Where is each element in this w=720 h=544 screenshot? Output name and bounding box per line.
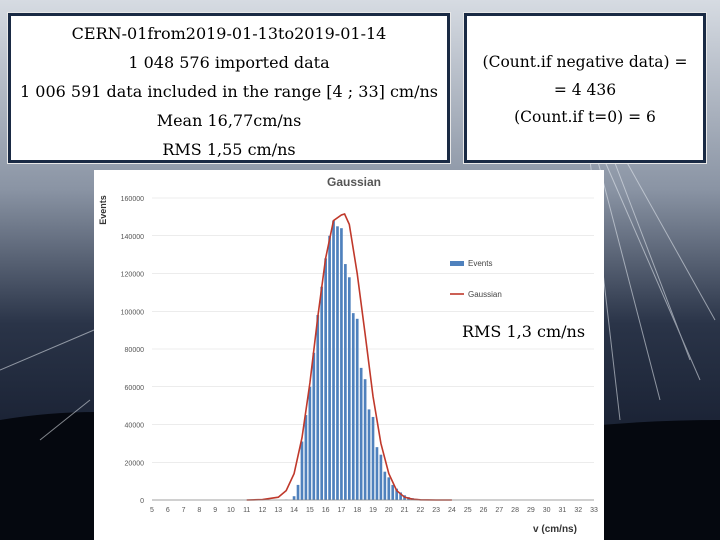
x-tick-label: 8 [197, 507, 201, 514]
y-tick-label: 0 [140, 498, 144, 505]
event-bar [376, 447, 379, 500]
rms-annotation: RMS 1,3 cm/ns [462, 322, 585, 341]
x-tick-label: 28 [511, 507, 519, 514]
event-bar [293, 496, 296, 500]
event-bar [316, 315, 319, 500]
count-info-box: (Count.if negative data) = = 4 436 (Coun… [464, 13, 706, 163]
x-tick-label: 23 [432, 507, 440, 514]
event-bar [348, 277, 351, 500]
event-bar [387, 477, 390, 500]
y-tick-label: 60000 [125, 385, 145, 392]
event-bar [332, 221, 335, 500]
info-rms: RMS 1,55 cm/ns [11, 140, 447, 159]
x-tick-label: 18 [353, 507, 361, 514]
event-bar [360, 368, 363, 500]
x-tick-label: 9 [213, 507, 217, 514]
event-bar [344, 264, 347, 500]
x-tick-label: 10 [227, 507, 235, 514]
event-bar [305, 415, 308, 500]
x-tick-label: 19 [369, 507, 377, 514]
event-bar [352, 313, 355, 500]
x-tick-label: 32 [574, 507, 582, 514]
x-tick-label: 26 [480, 507, 488, 514]
y-tick-label: 140000 [121, 234, 144, 241]
x-tick-label: 14 [290, 507, 298, 514]
x-tick-label: 27 [495, 507, 503, 514]
x-tick-label: 20 [385, 507, 393, 514]
y-tick-label: 80000 [125, 347, 145, 354]
count-negative-label: (Count.if negative data) = [467, 53, 703, 71]
x-tick-label: 11 [243, 507, 250, 514]
count-zero: (Count.if t=0) = 6 [467, 108, 703, 126]
x-axis-label: v (cm/ns) [533, 524, 577, 535]
info-mean: Mean 16,77cm/ns [11, 111, 447, 130]
x-tick-label: 31 [559, 507, 567, 514]
chart-title: Gaussian [327, 175, 381, 189]
y-tick-label: 20000 [125, 460, 145, 467]
x-tick-label: 5 [150, 507, 154, 514]
event-bar [391, 485, 394, 500]
y-tick-label: 40000 [125, 423, 145, 430]
event-bar [328, 236, 331, 500]
gaussian-histogram-chart: 0 20000 40000 60000 80000 100000 120000 140000 1… [94, 170, 604, 540]
x-tick-label: 29 [527, 507, 535, 514]
count-negative-value: = 4 436 [467, 81, 703, 99]
event-bar [383, 472, 386, 500]
chart-svg: 0 20000 40000 60000 80000 100000 120000 140000 1… [94, 170, 604, 540]
y-axis-label: Events [98, 195, 108, 225]
info-source-range: CERN-01from2019-01-13to2019-01-14 [11, 24, 447, 43]
x-tick-label: 13 [274, 507, 282, 514]
y-tick-label: 100000 [121, 309, 144, 316]
x-tick-label: 12 [259, 507, 267, 514]
x-tick-label: 16 [322, 507, 330, 514]
event-bar [309, 387, 312, 500]
info-imported-count: 1 048 576 imported data [11, 53, 447, 72]
event-bar [324, 258, 327, 500]
x-tick-label: 15 [306, 507, 314, 514]
x-tick-label: 17 [338, 507, 346, 514]
x-tick-label: 25 [464, 507, 472, 514]
chart-legend: Events Gaussian [450, 259, 502, 299]
x-tick-label: 22 [416, 507, 424, 514]
event-bar [340, 228, 343, 500]
x-tick-label: 24 [448, 507, 456, 514]
y-tick-label: 120000 [121, 272, 144, 279]
event-bar [312, 353, 315, 500]
x-tick-label: 33 [590, 507, 598, 514]
x-tick-label: 7 [182, 507, 186, 514]
event-bar [297, 485, 300, 500]
x-tick-label: 30 [543, 507, 551, 514]
event-bar [368, 409, 371, 500]
legend-swatch-events [450, 261, 464, 266]
event-bar [380, 455, 383, 500]
legend-label-gaussian: Gaussian [468, 290, 502, 299]
legend-label-events: Events [468, 259, 492, 268]
event-bar [356, 319, 359, 500]
event-bar [364, 379, 367, 500]
event-bar [320, 287, 323, 500]
event-bar [372, 417, 375, 500]
statistics-info-box: CERN-01from2019-01-13to2019-01-14 1 048 … [8, 13, 450, 163]
event-bar [301, 441, 304, 500]
x-tick-label: 21 [401, 507, 409, 514]
y-tick-label: 160000 [121, 196, 144, 203]
x-tick-label: 6 [166, 507, 170, 514]
info-included-range: 1 006 591 data included in the range [4 … [11, 82, 447, 101]
event-bar [336, 226, 339, 500]
